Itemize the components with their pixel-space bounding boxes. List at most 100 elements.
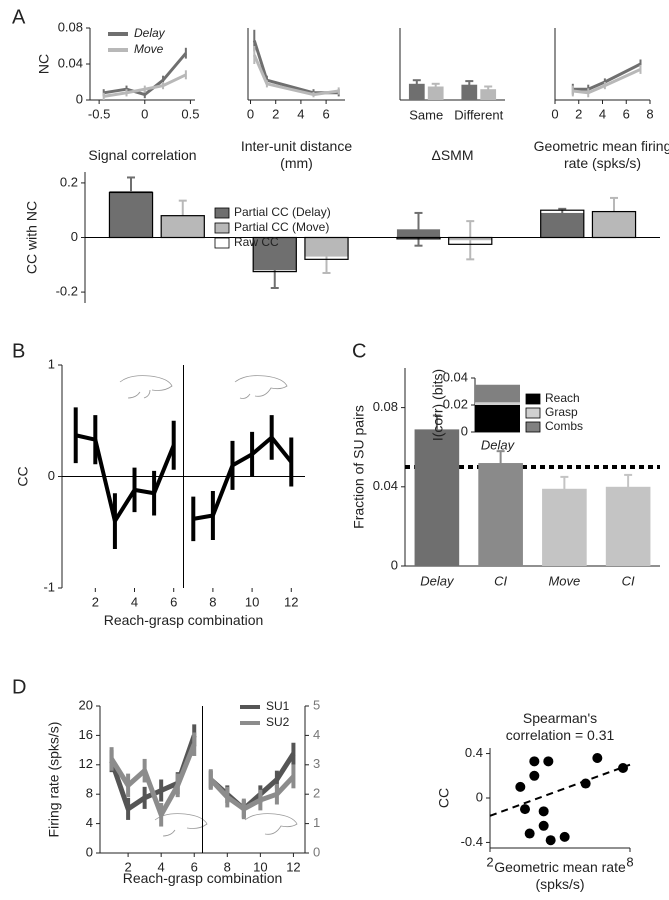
x-tick-label: 2	[575, 106, 582, 121]
point	[529, 756, 540, 767]
point	[545, 835, 556, 846]
line	[103, 52, 188, 97]
x-tick-label: 10	[245, 594, 259, 609]
bar	[592, 211, 636, 238]
point	[538, 820, 549, 831]
line	[572, 62, 642, 91]
y-tick-label: 1	[48, 356, 55, 371]
line	[103, 73, 187, 98]
bar-segment	[475, 405, 520, 432]
y-tick-label: 0.08	[58, 19, 83, 34]
point	[538, 806, 549, 817]
point	[520, 804, 530, 815]
y2-tick-label: 1	[313, 815, 320, 830]
x-tick-label: 2	[124, 859, 131, 874]
y-axis-label: Fraction of SU pairs	[351, 405, 367, 529]
bar-segment	[475, 384, 520, 403]
hand-icon	[244, 813, 298, 835]
panel-letter: D	[12, 676, 26, 698]
legend-label: SU2	[266, 715, 290, 729]
x-axis-label: Reach-grasp combination	[122, 869, 283, 886]
legend-label: SU1	[266, 699, 290, 713]
x-tick-label: 8	[224, 859, 231, 874]
bar	[461, 84, 478, 100]
y-tick-label: 0	[76, 91, 83, 106]
chart-title: Spearman's correlation = 0.31	[505, 710, 615, 743]
x-tick-label: 10	[253, 859, 267, 874]
panel-letter: A	[12, 6, 26, 28]
legend-swatch	[525, 421, 541, 433]
y2-tick-label: 3	[313, 756, 320, 771]
point	[559, 831, 570, 842]
legend-label: Reach	[545, 391, 580, 405]
y-tick-label: 12	[79, 756, 93, 771]
x-tick-label: 12	[286, 859, 300, 874]
y2-tick-label: 0	[313, 844, 320, 859]
y-axis-label: NC	[36, 54, 52, 74]
y-tick-label: -0.2	[56, 284, 78, 299]
legend-label: Move	[134, 42, 164, 56]
bar	[304, 236, 349, 260]
bar	[408, 83, 425, 100]
legend-swatch	[214, 207, 230, 219]
bar	[448, 237, 492, 241]
x-tick-label: 6	[623, 106, 630, 121]
x-tick-label: Delay	[481, 437, 516, 452]
bar	[396, 229, 441, 238]
point	[529, 770, 540, 781]
x-axis-label: Signal correlation	[88, 146, 197, 163]
y-tick-label: 0	[48, 468, 55, 483]
y-tick-label: 0.04	[443, 369, 468, 384]
bar	[108, 191, 154, 239]
bar	[540, 209, 585, 239]
y-tick-label: -1	[43, 579, 55, 594]
x-tick-label: 0	[551, 106, 558, 121]
point	[592, 753, 603, 763]
trend-line	[489, 763, 631, 817]
legend-label: Raw CC	[234, 235, 279, 249]
bar	[109, 191, 153, 238]
y-tick-label: 0.04	[373, 478, 398, 493]
x-tick-label: 4	[599, 106, 606, 121]
y-tick-label: 8	[86, 786, 93, 801]
legend-label: Combs	[545, 419, 583, 433]
x-tick-label: Same	[409, 107, 443, 122]
legend-swatch	[525, 407, 541, 419]
bar	[161, 215, 205, 238]
y2-tick-label: 4	[313, 727, 320, 742]
y-tick-label: 0	[86, 844, 93, 859]
hand-icon	[234, 375, 288, 399]
y-axis-label: Firing rate (spks/s)	[46, 722, 62, 838]
bar	[480, 89, 497, 100]
bar	[160, 215, 205, 239]
bar	[591, 210, 637, 239]
bar	[252, 236, 297, 273]
bar	[540, 212, 584, 238]
x-axis-label: Geometric mean rate (spks/s)	[494, 859, 626, 892]
y-tick-label: 0.2	[60, 174, 78, 189]
x-tick-label: 4	[297, 106, 304, 121]
bar	[396, 236, 441, 240]
x-tick-label: 0.5	[181, 106, 199, 121]
x-tick-label: 4	[158, 859, 165, 874]
x-tick-label: 6	[191, 859, 198, 874]
x-tick-label: 12	[284, 594, 298, 609]
bar	[253, 237, 297, 271]
x-tick-label: 2	[272, 106, 279, 121]
x-tick-label: 6	[322, 106, 329, 121]
hand-icon	[119, 375, 173, 399]
x-tick-label: Move	[548, 573, 580, 588]
legend-label: Partial CC (Delay)	[234, 205, 331, 219]
hand-icons	[119, 375, 298, 837]
y-tick-label: 0	[71, 229, 78, 244]
line	[252, 54, 339, 97]
point	[515, 781, 526, 792]
y-tick-label: 0.08	[373, 399, 398, 414]
x-axis-label: Inter-unit distance (mm)	[240, 138, 353, 171]
panel-letter: B	[12, 340, 25, 362]
bar	[478, 463, 523, 566]
y-axis-label: CC	[15, 466, 31, 486]
x-tick-label: 8	[209, 594, 216, 609]
bar-segment	[475, 402, 520, 405]
